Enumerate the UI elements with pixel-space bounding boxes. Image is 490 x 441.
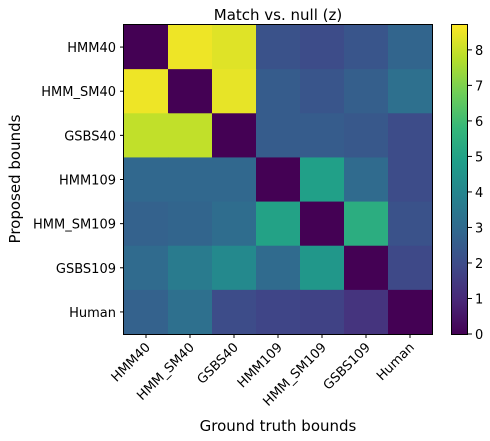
heatmap-cell bbox=[256, 25, 301, 70]
heatmap-cell bbox=[388, 157, 433, 203]
x-tick-label: Human bbox=[374, 340, 418, 384]
heatmap-cell bbox=[168, 157, 213, 203]
heatmap-cell bbox=[344, 245, 389, 291]
x-tick-label: GSBS109 bbox=[321, 340, 374, 393]
y-axis-label: Proposed bounds bbox=[6, 114, 24, 243]
heatmap-cell bbox=[344, 25, 389, 70]
x-axis-label: Ground truth bounds bbox=[200, 417, 357, 435]
colorbar-tick-label: 2 bbox=[475, 257, 483, 272]
colorbar-tick-label: 4 bbox=[475, 186, 483, 201]
heatmap-cell bbox=[388, 113, 433, 159]
heatmap-cell bbox=[124, 157, 169, 203]
heatmap-cell bbox=[212, 25, 257, 70]
heatmap-cell bbox=[344, 201, 389, 247]
heatmap-cell bbox=[256, 69, 301, 114]
y-tick-label: HMM_SM109 bbox=[33, 218, 116, 233]
heatmap-cell bbox=[212, 201, 257, 247]
heatmap-cell bbox=[256, 113, 301, 159]
heatmap-cell bbox=[344, 289, 389, 335]
heatmap-cell bbox=[300, 289, 345, 335]
heatmap-cell bbox=[388, 289, 433, 335]
x-ticks: HMM40HMM_SM40GSBS40HMM109HMM_SM109GSBS10… bbox=[109, 334, 418, 410]
colorbar-tick-label: 7 bbox=[475, 79, 483, 94]
y-tick-label: HMM_SM40 bbox=[41, 85, 116, 100]
heatmap-cell bbox=[212, 113, 257, 159]
heatmap-cell bbox=[256, 201, 301, 247]
heatmap-cell bbox=[124, 289, 169, 335]
chart-title: Match vs. null (z) bbox=[214, 6, 342, 24]
heatmap-cell bbox=[300, 157, 345, 203]
heatmap-cell bbox=[388, 25, 433, 70]
heatmap-cell bbox=[256, 157, 301, 203]
colorbar-tick-label: 5 bbox=[475, 150, 483, 165]
heatmap-cell bbox=[212, 289, 257, 335]
heatmap-cell bbox=[168, 113, 213, 159]
y-tick-label: GSBS40 bbox=[64, 129, 116, 144]
heatmap-cell bbox=[256, 245, 301, 291]
heatmap-cell bbox=[124, 245, 169, 291]
heatmap-cell bbox=[212, 157, 257, 203]
heatmap-cell bbox=[300, 69, 345, 114]
colorbar-tick-label: 0 bbox=[475, 328, 483, 343]
heatmap-cell bbox=[256, 289, 301, 335]
heatmap-cell bbox=[388, 245, 433, 291]
heatmap-cell bbox=[168, 289, 213, 335]
heatmap-cell bbox=[388, 69, 433, 114]
heatmap-cell bbox=[124, 69, 169, 114]
heatmap-cell bbox=[300, 201, 345, 247]
y-tick-label: HMM40 bbox=[67, 41, 116, 56]
heatmap-cell bbox=[300, 245, 345, 291]
heatmap-cell bbox=[124, 25, 169, 70]
colorbar-tick-label: 6 bbox=[475, 115, 483, 130]
heatmap-cell bbox=[344, 113, 389, 159]
heatmap-cell bbox=[124, 201, 169, 247]
y-ticks: HMM40 HMM_SM40 GSBS40 HMM109 HMM_SM109 GSBS10… bbox=[33, 41, 124, 321]
heatmap-cell bbox=[212, 69, 257, 114]
heatmap-cell bbox=[300, 25, 345, 70]
colorbar-ticks: 0 1 2 3 4 5 6 7 8 bbox=[468, 44, 483, 343]
colorbar-tick-label: 1 bbox=[475, 292, 483, 307]
y-tick-label: Human bbox=[69, 306, 116, 321]
x-tick-label: HMM40 bbox=[109, 340, 154, 385]
heatmap-cell bbox=[168, 245, 213, 291]
colorbar bbox=[451, 24, 468, 335]
heatmap-cell bbox=[344, 69, 389, 114]
heatmap-cell bbox=[344, 157, 389, 203]
colorbar-tick-label: 8 bbox=[475, 44, 483, 59]
y-tick-label: GSBS109 bbox=[56, 262, 116, 277]
heatmap-cell bbox=[168, 25, 213, 70]
heatmap-cells bbox=[124, 25, 433, 335]
y-tick-label: HMM109 bbox=[59, 174, 116, 189]
heatmap-cell bbox=[168, 69, 213, 114]
heatmap-cell bbox=[168, 201, 213, 247]
heatmap-cell bbox=[388, 201, 433, 247]
colorbar-tick-label: 3 bbox=[475, 221, 483, 236]
heatmap-cell bbox=[124, 113, 169, 159]
heatmap-cell bbox=[300, 113, 345, 159]
heatmap-cell bbox=[212, 245, 257, 291]
